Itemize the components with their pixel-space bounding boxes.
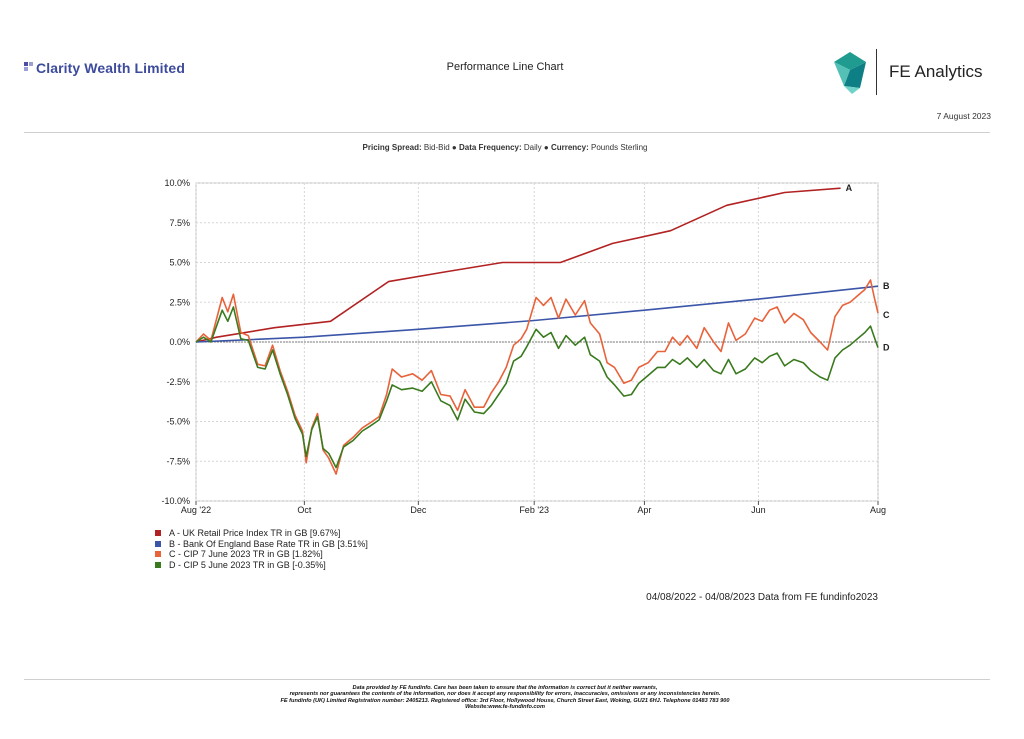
report-date: 7 August 2023 bbox=[936, 111, 991, 121]
legend-label: C - CIP 7 June 2023 TR in GB [1.82%] bbox=[169, 549, 323, 559]
brand-logo-icon bbox=[24, 62, 34, 74]
series-end-label-b: B bbox=[883, 281, 890, 291]
chart-end-labels: A B C D bbox=[846, 183, 890, 352]
legend-swatch-icon bbox=[155, 551, 161, 558]
settings-separator: ● bbox=[449, 143, 459, 152]
series-end-label-a: A bbox=[846, 183, 853, 193]
x-tick-label: Apr bbox=[637, 505, 651, 515]
pricing-label: Pricing Spread: bbox=[362, 143, 422, 152]
footer-line: Website:www.fe-fundinfo.com bbox=[465, 703, 545, 710]
provider-logo-block: FE Analytics bbox=[830, 48, 983, 96]
y-tick-label: -5.0% bbox=[166, 417, 190, 427]
series-end-label-d: D bbox=[883, 343, 890, 353]
data-range-note: 04/08/2022 - 04/08/2023 Data from FE fun… bbox=[646, 592, 878, 603]
chart-axes: -10.0% -7.5% -5.0% -2.5% 0.0% 2.5% 5.0% 7.5% 10.… bbox=[161, 178, 886, 515]
chart-series bbox=[195, 187, 879, 475]
legend-item: A - UK Retail Price Index TR in GB [9.67… bbox=[155, 528, 368, 539]
footer-disclaimer: Data provided by FE fundinfo. Care has b… bbox=[0, 685, 1010, 710]
legend-item: B - Bank Of England Base Rate TR in GB [… bbox=[155, 539, 368, 550]
chart-legend: A - UK Retail Price Index TR in GB [9.67… bbox=[155, 528, 368, 570]
y-tick-label: 7.5% bbox=[169, 218, 190, 228]
chart-grid bbox=[195, 182, 879, 502]
brand-header: Clarity Wealth Limited bbox=[24, 60, 185, 76]
y-tick-label: -10.0% bbox=[161, 496, 190, 506]
logo-divider bbox=[876, 49, 877, 95]
y-tick-label: -7.5% bbox=[166, 456, 190, 466]
y-tick-label: 5.0% bbox=[169, 258, 190, 268]
settings-separator: ● bbox=[541, 143, 551, 152]
x-tick-label: Aug '22 bbox=[181, 505, 211, 515]
currency-label: Currency: bbox=[550, 143, 589, 152]
legend-item: D - CIP 5 June 2023 TR in GB [-0.35%] bbox=[155, 560, 368, 571]
footer-line: FE fundinfo (UK) Limited Registration nu… bbox=[280, 697, 730, 704]
footer-divider bbox=[24, 679, 990, 680]
currency-value: Pounds Sterling bbox=[590, 143, 648, 152]
y-tick-label: -2.5% bbox=[166, 377, 190, 387]
fe-analytics-logo-icon bbox=[834, 52, 866, 94]
footer-line: Data provided by FE fundinfo. Care has b… bbox=[352, 685, 658, 691]
series-end-label-c: C bbox=[883, 310, 890, 320]
series-line-a bbox=[195, 187, 841, 343]
report-title: Performance Line Chart bbox=[446, 61, 564, 73]
legend-label: D - CIP 5 June 2023 TR in GB [-0.35%] bbox=[169, 559, 326, 570]
legend-swatch-icon bbox=[155, 561, 161, 568]
y-tick-label: 10.0% bbox=[164, 178, 190, 188]
legend-item: C - CIP 7 June 2023 TR in GB [1.82%] bbox=[155, 549, 368, 560]
x-tick-label: Oct bbox=[297, 505, 312, 515]
x-tick-label: Feb '23 bbox=[519, 505, 549, 515]
legend-label: B - Bank Of England Base Rate TR in GB [… bbox=[169, 538, 368, 549]
legend-swatch-icon bbox=[155, 540, 161, 547]
pricing-value: Bid-Bid bbox=[423, 143, 450, 152]
frequency-label: Data Frequency: bbox=[458, 143, 522, 152]
legend-swatch-icon bbox=[155, 530, 161, 537]
header-divider bbox=[24, 132, 990, 133]
footer-line: represents nor guarantees the contents o… bbox=[289, 691, 721, 698]
provider-name: FE Analytics bbox=[889, 62, 983, 81]
chart-settings-line: Pricing Spread: Bid-Bid ● Data Frequency… bbox=[0, 143, 1010, 152]
series-line-d bbox=[195, 306, 879, 469]
y-tick-label: 2.5% bbox=[169, 297, 190, 307]
x-tick-label: Dec bbox=[410, 505, 427, 515]
frequency-value: Daily bbox=[523, 143, 542, 152]
x-tick-label: Jun bbox=[751, 505, 766, 515]
series-line-b bbox=[195, 285, 879, 343]
legend-label: A - UK Retail Price Index TR in GB [9.67… bbox=[169, 528, 341, 538]
x-tick-label: Aug bbox=[870, 505, 886, 515]
brand-name: Clarity Wealth Limited bbox=[36, 60, 185, 76]
y-tick-label: 0.0% bbox=[169, 337, 190, 347]
